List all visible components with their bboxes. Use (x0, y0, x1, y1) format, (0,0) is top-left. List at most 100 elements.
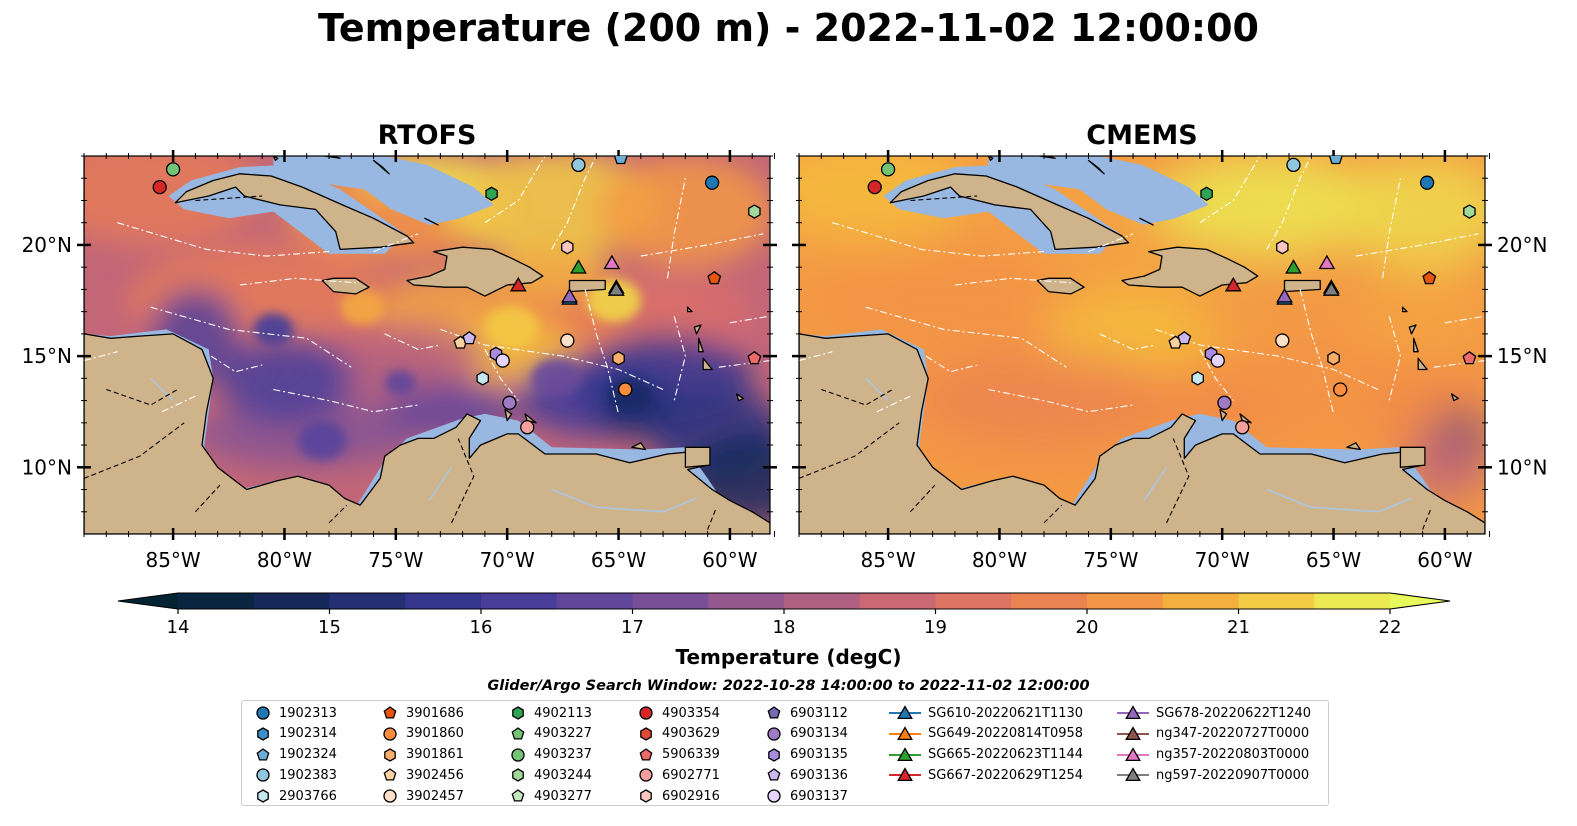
argo-3901686-marker (707, 270, 722, 285)
legend-item: 3902457 (380, 786, 464, 806)
eez-line (1088, 233, 1134, 253)
land-region (1121, 246, 1259, 297)
legend-item: 6903134 (764, 724, 848, 744)
glider-SG667-20220629T1254-marker (1224, 276, 1242, 292)
argo-1902383-marker (1286, 157, 1301, 173)
eez-line (1433, 360, 1485, 368)
eez-line (1266, 156, 1312, 250)
country-border (1166, 438, 1190, 524)
argo-marker-icon (767, 789, 781, 803)
colorbar-bin (1162, 593, 1239, 609)
argo-marker-icon (639, 747, 653, 761)
eez-line (640, 233, 764, 257)
land-region (1036, 277, 1085, 295)
glider-marker-icon (889, 726, 921, 740)
colorbar-extend-max (1390, 593, 1450, 609)
legend-item: 4902113 (508, 703, 592, 723)
argo-marker-icon (383, 768, 397, 781)
argo-2903766-marker (1191, 371, 1204, 386)
argo-marker-icon (256, 747, 270, 761)
glider-marker-icon (1117, 726, 1149, 740)
eddy-detail (253, 279, 652, 461)
land-region (1283, 279, 1321, 293)
temperature-blob (1355, 267, 1485, 357)
argo-6902771-marker (520, 420, 535, 435)
legend-item: ng357-20220803T0000 (1116, 745, 1309, 765)
eez-line (150, 306, 352, 368)
eddy (253, 313, 294, 346)
legend-label: 3901860 (406, 726, 464, 742)
legend-label: 4903227 (534, 726, 592, 742)
colorbar-tick-label: 22 (1379, 617, 1402, 638)
glider-ng357-20220803T0000-marker (1318, 254, 1336, 270)
legend-marker (767, 706, 781, 719)
argo-4902113-marker (1200, 186, 1213, 202)
legend-title: Glider/Argo Search Window: 2022-10-28 14… (487, 678, 1090, 694)
eez-line (584, 289, 620, 415)
land-region (1401, 306, 1408, 313)
glider-SG678-20220622T1240-marker (1276, 287, 1293, 303)
legend-item: 6903136 (764, 765, 848, 785)
legend-marker (639, 706, 653, 720)
legend-marker (257, 727, 269, 741)
legend-marker (511, 747, 525, 762)
land-region (323, 156, 341, 159)
country-border (910, 195, 978, 202)
land-region (631, 442, 646, 451)
legend-marker (640, 727, 652, 741)
legend-label: SG649-20220814T0958 (928, 726, 1084, 742)
legend-label: ng597-20220907T0000 (1156, 767, 1310, 783)
legend-item: 3901860 (380, 724, 464, 744)
page-title: Temperature (200 m) - 2022-11-02 12:00:0… (317, 6, 1259, 50)
legend-item: 4903354 (636, 703, 720, 723)
argo-marker-icon (257, 789, 269, 803)
eez-line (384, 333, 441, 350)
colorbar-bin (253, 593, 330, 609)
river (150, 377, 174, 402)
country-border (194, 484, 221, 513)
x-tick-label: 70°W (480, 548, 535, 572)
eddy (297, 421, 347, 461)
colorbar-bin (859, 593, 936, 609)
land-region (702, 357, 713, 371)
colorbar-bin (784, 593, 861, 609)
map-plot-area (84, 156, 770, 534)
legend-marker (1125, 767, 1141, 782)
land-region (568, 279, 606, 293)
legend-label: SG667-20220629T1254 (928, 767, 1084, 783)
legend-marker (640, 789, 652, 803)
temperature-blob (1333, 156, 1485, 268)
legend-item: 4903629 (636, 724, 720, 744)
x-tick-label: 80°W (257, 548, 312, 572)
land-region (889, 173, 1130, 251)
glider-ng357-20220803T0000-marker (603, 254, 621, 270)
land-region (1399, 446, 1426, 468)
legend-item: 4903237 (508, 745, 592, 765)
glider-SG678-20220622T1240-marker (561, 287, 578, 303)
legend-label: SG665-20220623T1144 (928, 747, 1084, 763)
eez-line (84, 351, 118, 362)
legend-label: SG678-20220622T1240 (1156, 705, 1312, 721)
legend-marker (639, 747, 653, 761)
argo-6903134-marker (502, 395, 517, 410)
land-region (84, 156, 770, 534)
legend-label: 6902916 (662, 788, 720, 804)
legend-item: SG678-20220622T1240 (1116, 703, 1311, 723)
legend-marker (1125, 705, 1141, 720)
argo-5906339-marker (1462, 350, 1477, 365)
eez-line (925, 355, 978, 373)
land-region (372, 159, 390, 175)
argo-5906339-marker (747, 350, 762, 365)
legend-label: 4903629 (662, 726, 720, 742)
legend-item: ng597-20220907T0000 (1116, 765, 1309, 785)
eddy (531, 358, 581, 398)
y-tick-label: 15°N (1497, 344, 1547, 368)
argo-3902457-marker (560, 333, 575, 348)
legend-item: 1902324 (253, 745, 337, 765)
legend-marker (767, 768, 781, 781)
argo-1902313-marker (704, 175, 720, 190)
argo-4903244-marker (748, 204, 761, 219)
map-plot-area (799, 156, 1485, 534)
eez-line (117, 222, 330, 257)
legend-item: ng347-20220727T0000 (1116, 724, 1309, 744)
